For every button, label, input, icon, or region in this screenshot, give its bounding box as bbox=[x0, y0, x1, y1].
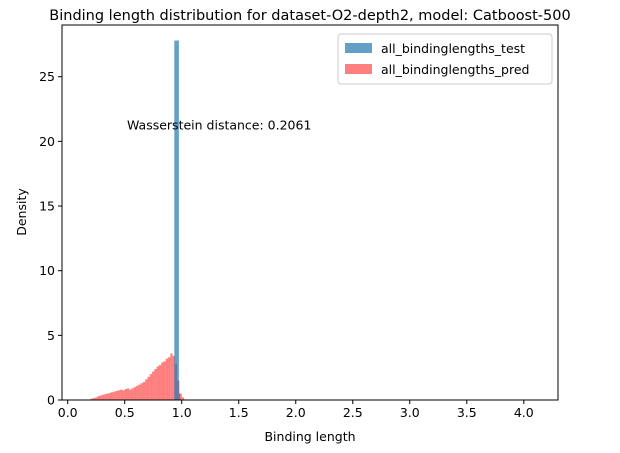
pred-bar bbox=[152, 371, 155, 400]
pred-bar bbox=[120, 389, 123, 400]
pred-histogram-bars bbox=[90, 353, 187, 400]
y-tick-label: 10 bbox=[39, 263, 55, 278]
pred-bar bbox=[181, 397, 185, 400]
x-tick-label: 2.5 bbox=[343, 405, 363, 420]
x-tick-label: 4.0 bbox=[514, 405, 534, 420]
y-tick-label: 0 bbox=[47, 393, 55, 408]
y-axis-label: Density bbox=[14, 188, 29, 236]
y-tick-label: 15 bbox=[39, 199, 55, 214]
wasserstein-annotation: Wasserstein distance: 0.2061 bbox=[127, 118, 311, 133]
legend-swatch-test bbox=[345, 43, 372, 53]
pred-bar bbox=[99, 395, 102, 400]
pred-bar bbox=[133, 387, 137, 400]
pred-bar bbox=[165, 358, 169, 400]
legend-label-test: all_bindinglengths_test bbox=[381, 41, 525, 56]
pred-bar bbox=[172, 356, 175, 400]
y-tick-label: 25 bbox=[39, 69, 55, 84]
y-tick-label: 20 bbox=[39, 134, 55, 149]
legend-box bbox=[337, 33, 553, 85]
y-axis-ticks: 0 5 10 15 20 25 bbox=[39, 69, 62, 408]
pred-bar bbox=[136, 385, 139, 400]
pred-bar bbox=[145, 379, 148, 400]
x-tick-label: 2.0 bbox=[286, 405, 306, 420]
pred-bar bbox=[179, 393, 182, 400]
pred-bar bbox=[124, 389, 127, 400]
legend: all_bindinglengths_test all_bindinglengt… bbox=[337, 33, 553, 85]
x-tick-label: 0.5 bbox=[115, 405, 135, 420]
pred-bar bbox=[90, 398, 93, 400]
pred-bar bbox=[138, 384, 141, 400]
pred-bar bbox=[101, 394, 105, 400]
pred-bar bbox=[122, 390, 125, 400]
pred-bar bbox=[117, 390, 121, 400]
x-tick-label: 0.0 bbox=[58, 405, 78, 420]
pred-bar bbox=[142, 381, 146, 400]
pred-bar bbox=[95, 397, 98, 400]
pred-bar bbox=[170, 353, 173, 400]
pred-bar bbox=[168, 357, 171, 400]
legend-label-pred: all_bindinglengths_pred bbox=[381, 62, 529, 77]
pred-bar bbox=[156, 366, 159, 400]
x-tick-label: 3.5 bbox=[457, 405, 477, 420]
pred-bar bbox=[115, 390, 118, 400]
x-tick-label: 1.5 bbox=[229, 405, 249, 420]
test-histogram-bars bbox=[174, 40, 181, 400]
pred-bar bbox=[161, 362, 164, 400]
pred-bar bbox=[147, 376, 150, 400]
x-axis-ticks: 0.0 0.5 1.0 1.5 2.0 2.5 3.0 3.5 4.0 bbox=[58, 400, 534, 420]
x-axis-label: Binding length bbox=[264, 429, 355, 444]
pred-bar bbox=[158, 365, 162, 400]
plot-area-frame bbox=[61, 24, 559, 401]
x-tick-label: 1.0 bbox=[172, 405, 192, 420]
pred-bar bbox=[104, 394, 107, 400]
test-bar bbox=[178, 393, 181, 400]
pred-bar bbox=[131, 388, 134, 400]
pred-bar bbox=[149, 374, 153, 400]
pred-bar bbox=[140, 383, 143, 400]
pred-bar bbox=[113, 391, 116, 400]
chart-title: Binding length distribution for dataset-… bbox=[49, 8, 570, 24]
pred-bar bbox=[108, 392, 112, 400]
pred-bar bbox=[163, 361, 166, 400]
pred-bar bbox=[129, 389, 132, 400]
pred-bar bbox=[111, 392, 114, 400]
legend-swatch-pred bbox=[345, 64, 372, 74]
test-bar bbox=[174, 40, 179, 400]
pred-bar bbox=[97, 396, 100, 400]
y-tick-label: 5 bbox=[47, 328, 55, 343]
pred-bar bbox=[92, 398, 96, 400]
pred-bar bbox=[126, 388, 130, 400]
pred-bar bbox=[154, 368, 157, 400]
x-tick-label: 3.0 bbox=[400, 405, 420, 420]
pred-bar bbox=[106, 393, 109, 400]
